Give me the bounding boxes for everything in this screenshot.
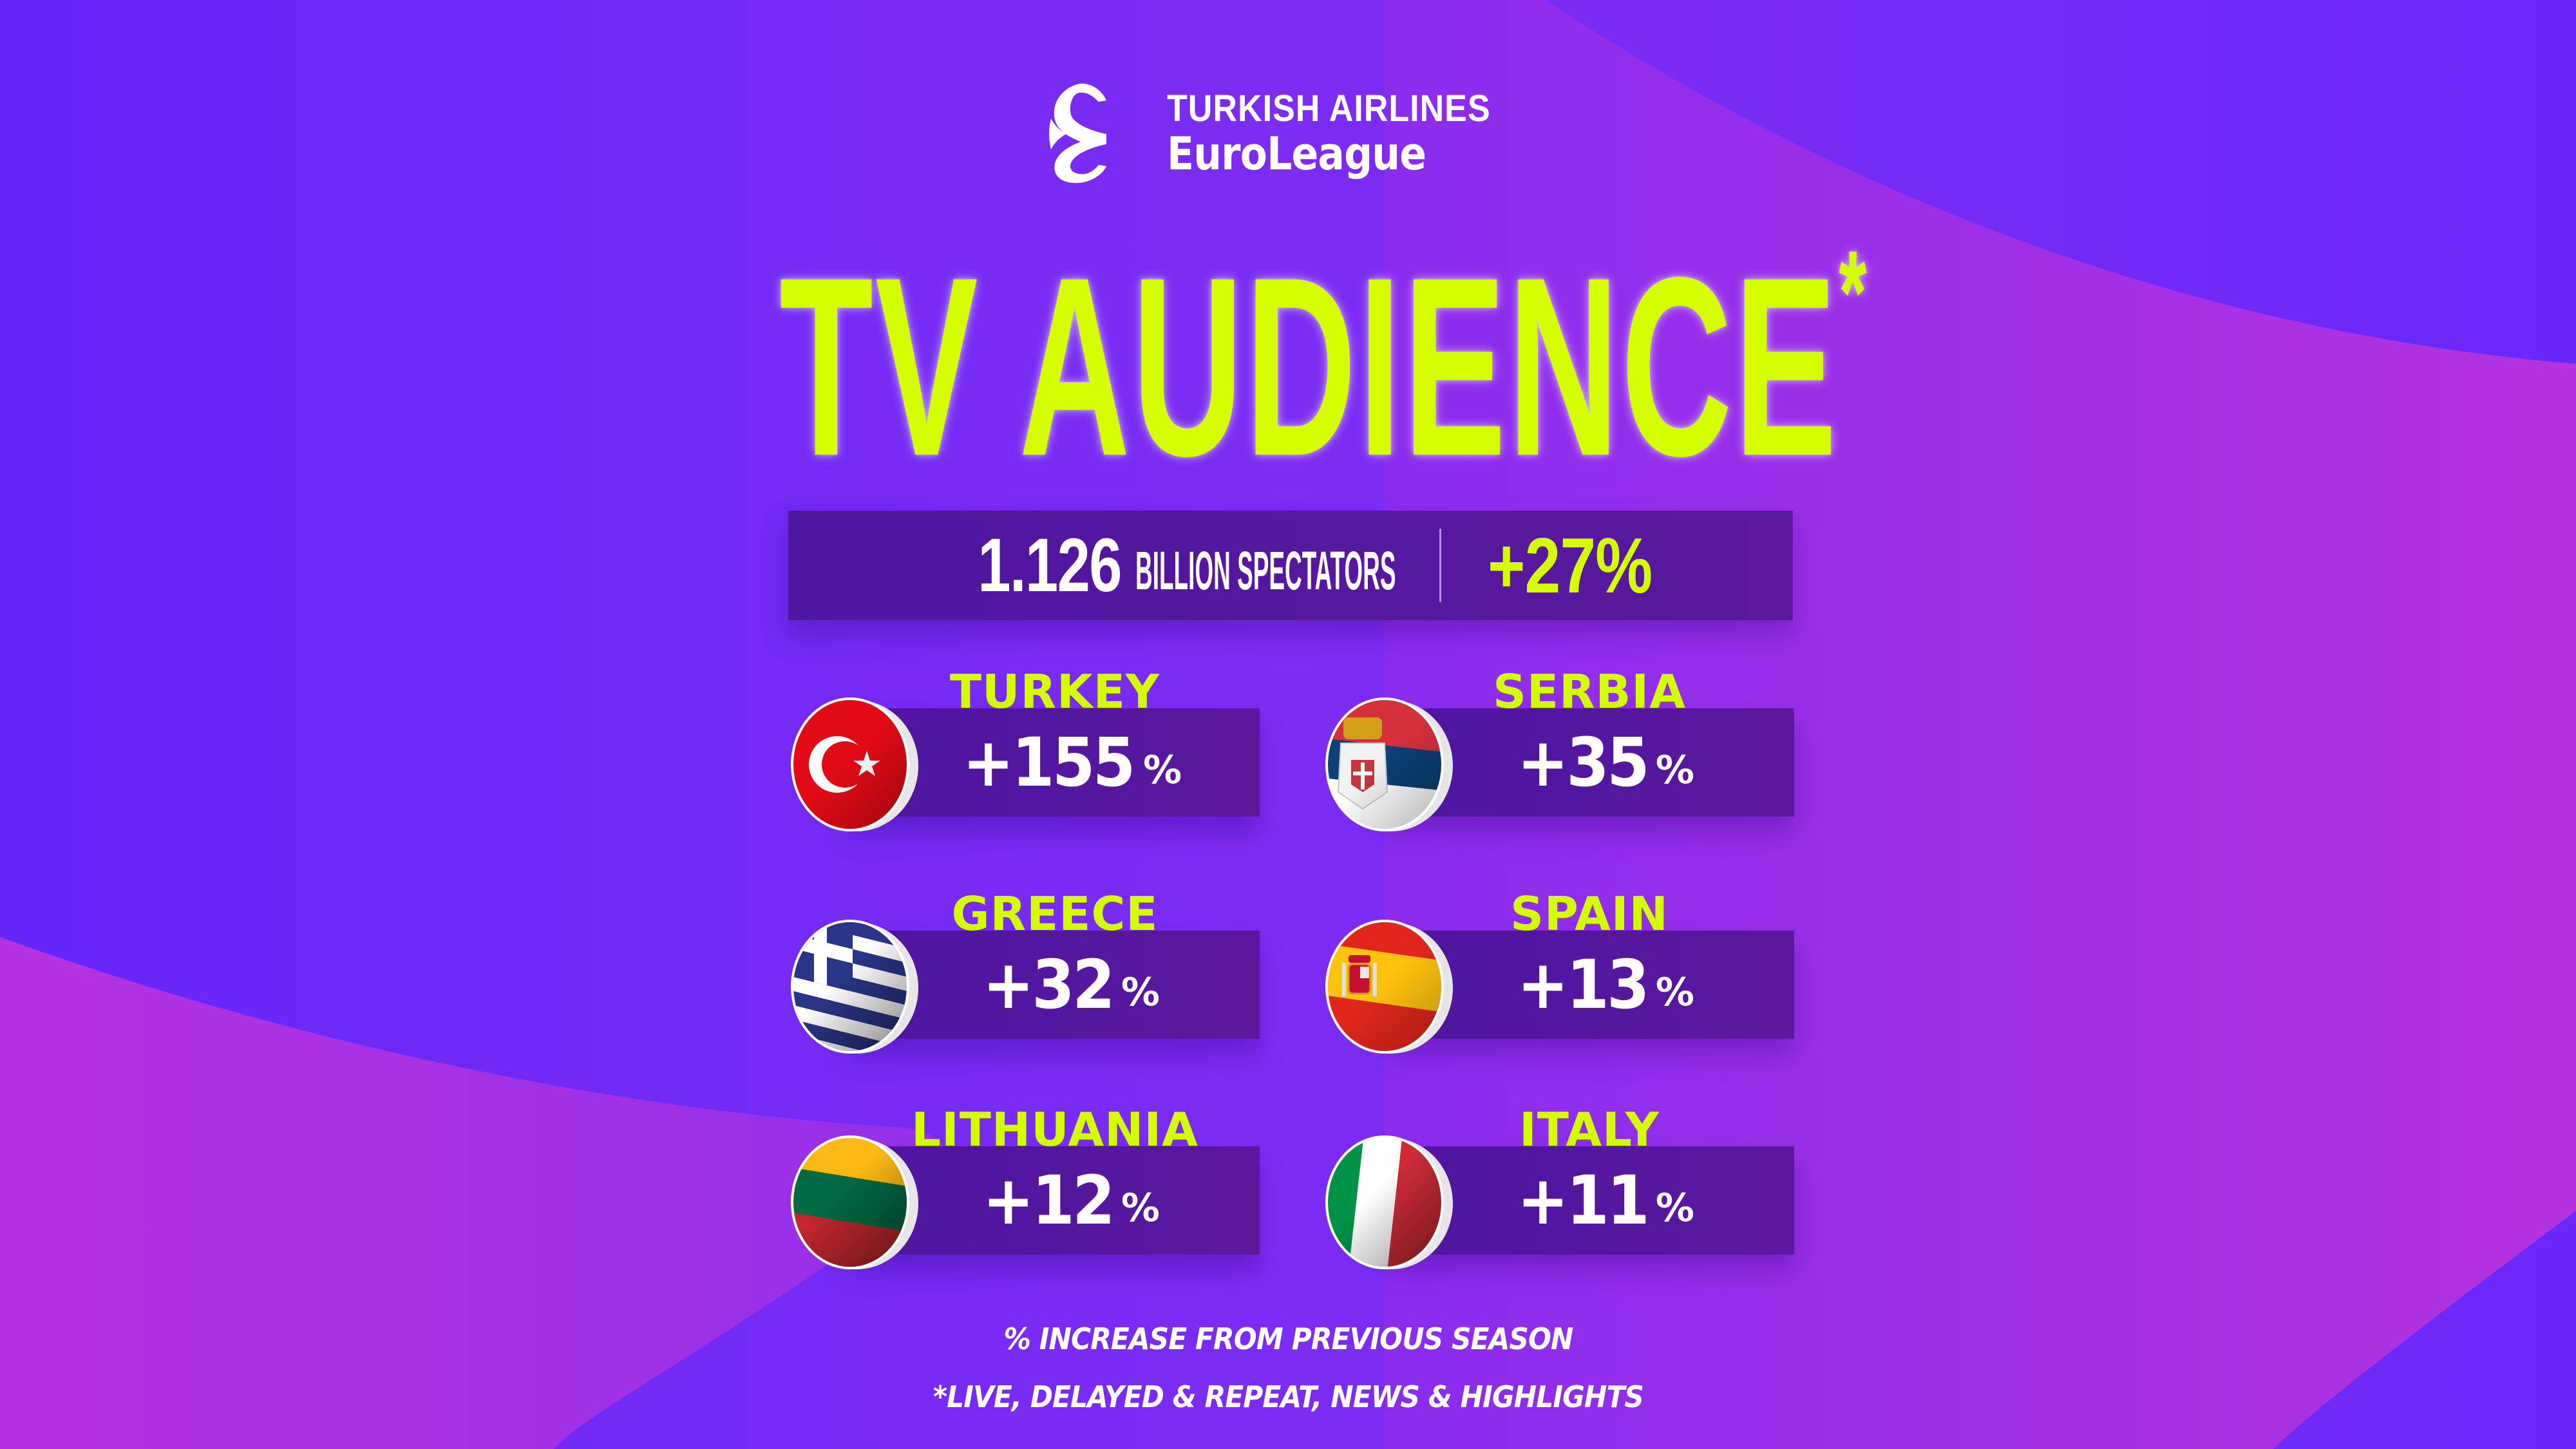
country-name: LITHUANIA [911,1103,1198,1157]
summary-change: +27% [1441,511,1699,620]
greece-flag-icon [788,918,923,1056]
country-change-value: +155 [962,723,1135,802]
country-card-turkey: TURKEY +155% [788,668,1265,842]
footnote-definition-text: *LIVE, DELAYED & REPEAT, NEWS & HIGHLIGH… [933,1379,1643,1414]
total-change-value: +27% [1488,522,1653,609]
percent-symbol: % [1655,748,1694,793]
country-card-italy: ITALY +11% [1323,1106,1799,1280]
title-label: TV AUDIENCE [779,225,1839,509]
spain-flag-icon [1323,918,1458,1056]
country-name: TURKEY [949,665,1160,719]
country-name: SERBIA [1493,665,1686,719]
percent-symbol: % [1655,1186,1694,1231]
league-name: EuroLeague [1167,128,1426,180]
country-stat-bar: +155% [851,708,1260,817]
country-name: GREECE [951,887,1159,941]
country-change-value: +35 [1517,723,1650,802]
country-change-value: +11 [1517,1161,1650,1240]
euroleague-logo: TURKISH AIRLINES EuroLeague [1048,82,1526,184]
country-name: ITALY [1519,1103,1660,1157]
country-card-lithuania: LITHUANIA +12% [788,1106,1265,1280]
country-card-serbia: SERBIA +35% [1323,668,1799,842]
turkey-flag-icon [788,696,923,833]
percent-symbol: % [1121,1186,1160,1231]
country-stat-bar: +13% [1386,931,1794,1039]
title-text: TV AUDIENCE* [779,233,1867,494]
country-card-greece: GREECE +32% [788,891,1265,1065]
total-spectators-value: 1.126 [978,523,1122,608]
euroleague-ball-icon [1049,83,1106,184]
percent-symbol: % [1655,970,1694,1015]
summary-total: 1.126 BILLION SPECTATORS [788,511,1440,620]
percent-symbol: % [1121,970,1160,1015]
lithuania-flag-icon [788,1133,923,1271]
total-spectators-unit: BILLION SPECTATORS [1135,540,1396,601]
footnote-increase: % INCREASE FROM PREVIOUS SEASON [0,1321,2576,1356]
summary-bar: 1.126 BILLION SPECTATORS +27% [788,511,1793,620]
title-footnote-marker: * [1839,226,1867,359]
country-stat-bar: +12% [851,1146,1260,1255]
country-stat-bar: +35% [1386,708,1794,817]
country-change-value: +12 [982,1161,1115,1240]
country-change-value: +13 [1517,945,1650,1024]
italy-flag-icon [1323,1133,1458,1271]
percent-symbol: % [1143,748,1182,793]
footnote-increase-text: % INCREASE FROM PREVIOUS SEASON [1003,1321,1573,1356]
sponsor-name: TURKISH AIRLINES [1167,88,1491,129]
country-name: SPAIN [1510,887,1669,941]
page-title: TV AUDIENCE* [779,233,1867,494]
summary-divider [1439,529,1441,602]
country-change-value: +32 [982,945,1115,1024]
country-stat-bar: +32% [851,931,1260,1039]
footnote-definition: *LIVE, DELAYED & REPEAT, NEWS & HIGHLIGH… [0,1379,2576,1414]
country-card-spain: SPAIN +13% [1323,891,1799,1065]
serbia-flag-icon [1323,696,1458,833]
country-stat-bar: +11% [1386,1146,1794,1255]
